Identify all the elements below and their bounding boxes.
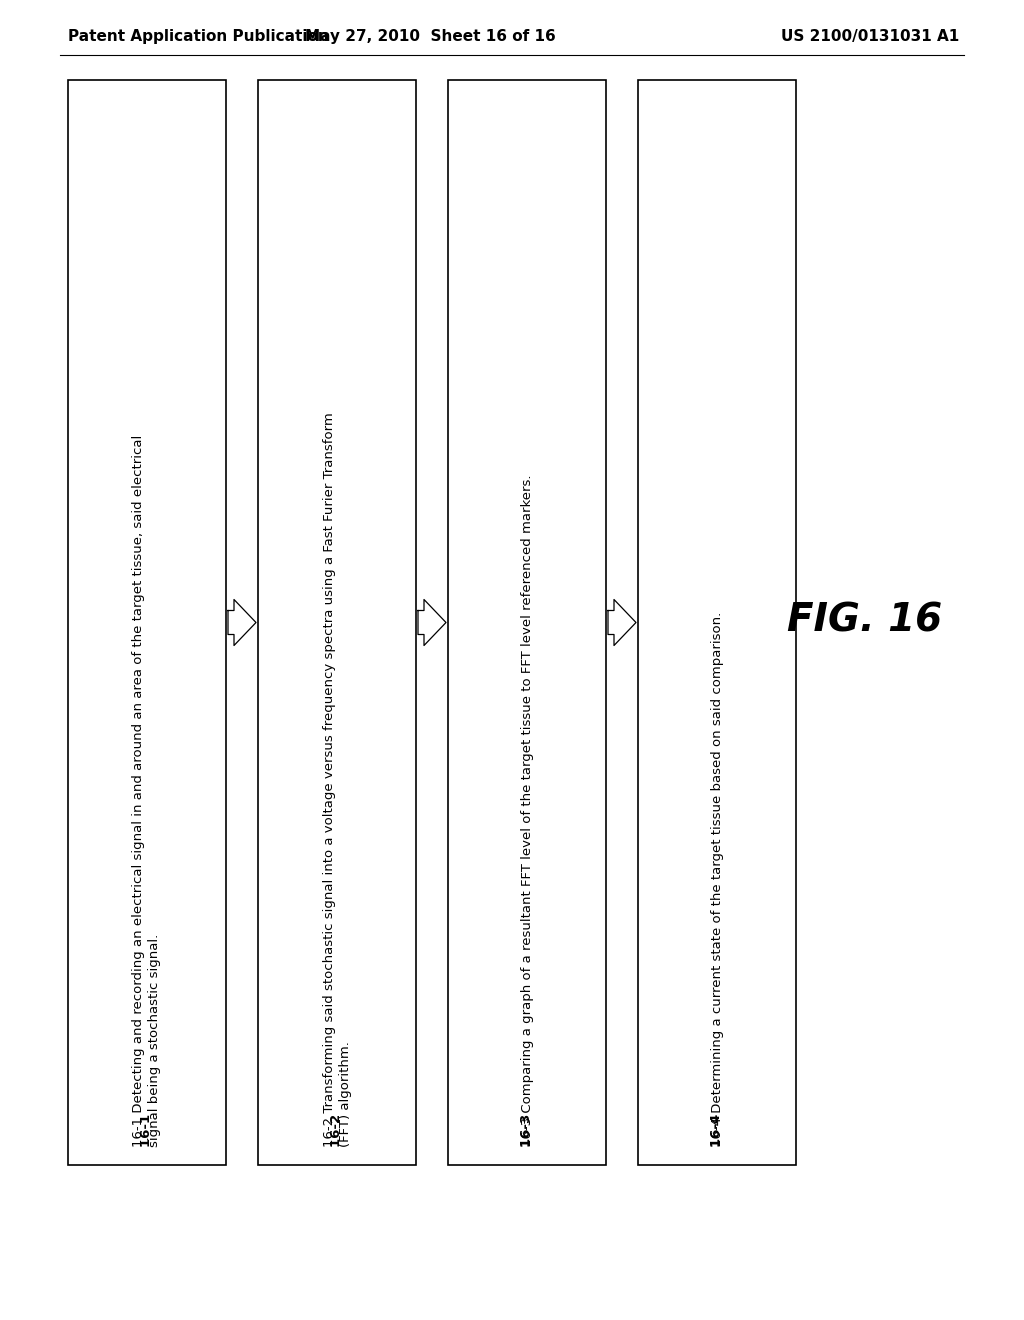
Bar xyxy=(638,81,796,1166)
Bar xyxy=(258,81,416,1166)
Polygon shape xyxy=(608,599,636,645)
Text: 16-3: 16-3 xyxy=(520,1109,534,1147)
Text: FIG. 16: FIG. 16 xyxy=(787,601,942,639)
Bar xyxy=(449,81,606,1166)
Text: May 27, 2010  Sheet 16 of 16: May 27, 2010 Sheet 16 of 16 xyxy=(304,29,555,45)
Text: US 2100/0131031 A1: US 2100/0131031 A1 xyxy=(781,29,959,45)
Text: 16-2: 16-2 xyxy=(331,1109,343,1147)
Text: 16-1: 16-1 xyxy=(140,1109,154,1147)
Text: 16-4 Determining a current state of the target tissue based on said comparison.: 16-4 Determining a current state of the … xyxy=(711,611,724,1147)
Polygon shape xyxy=(228,599,256,645)
Text: 16-4: 16-4 xyxy=(711,1109,724,1147)
Bar xyxy=(68,81,226,1166)
Polygon shape xyxy=(418,599,446,645)
Text: 16-3 Comparing a graph of a resultant FFT level of the target tissue to FFT leve: 16-3 Comparing a graph of a resultant FF… xyxy=(520,474,534,1147)
Text: Patent Application Publication: Patent Application Publication xyxy=(68,29,329,45)
Text: 16-1 Detecting and recording an electrical signal in and around an area of the t: 16-1 Detecting and recording an electric… xyxy=(132,434,162,1147)
Text: 16-2 Transforming said stochastic signal into a voltage versus frequency spectra: 16-2 Transforming said stochastic signal… xyxy=(323,412,351,1147)
